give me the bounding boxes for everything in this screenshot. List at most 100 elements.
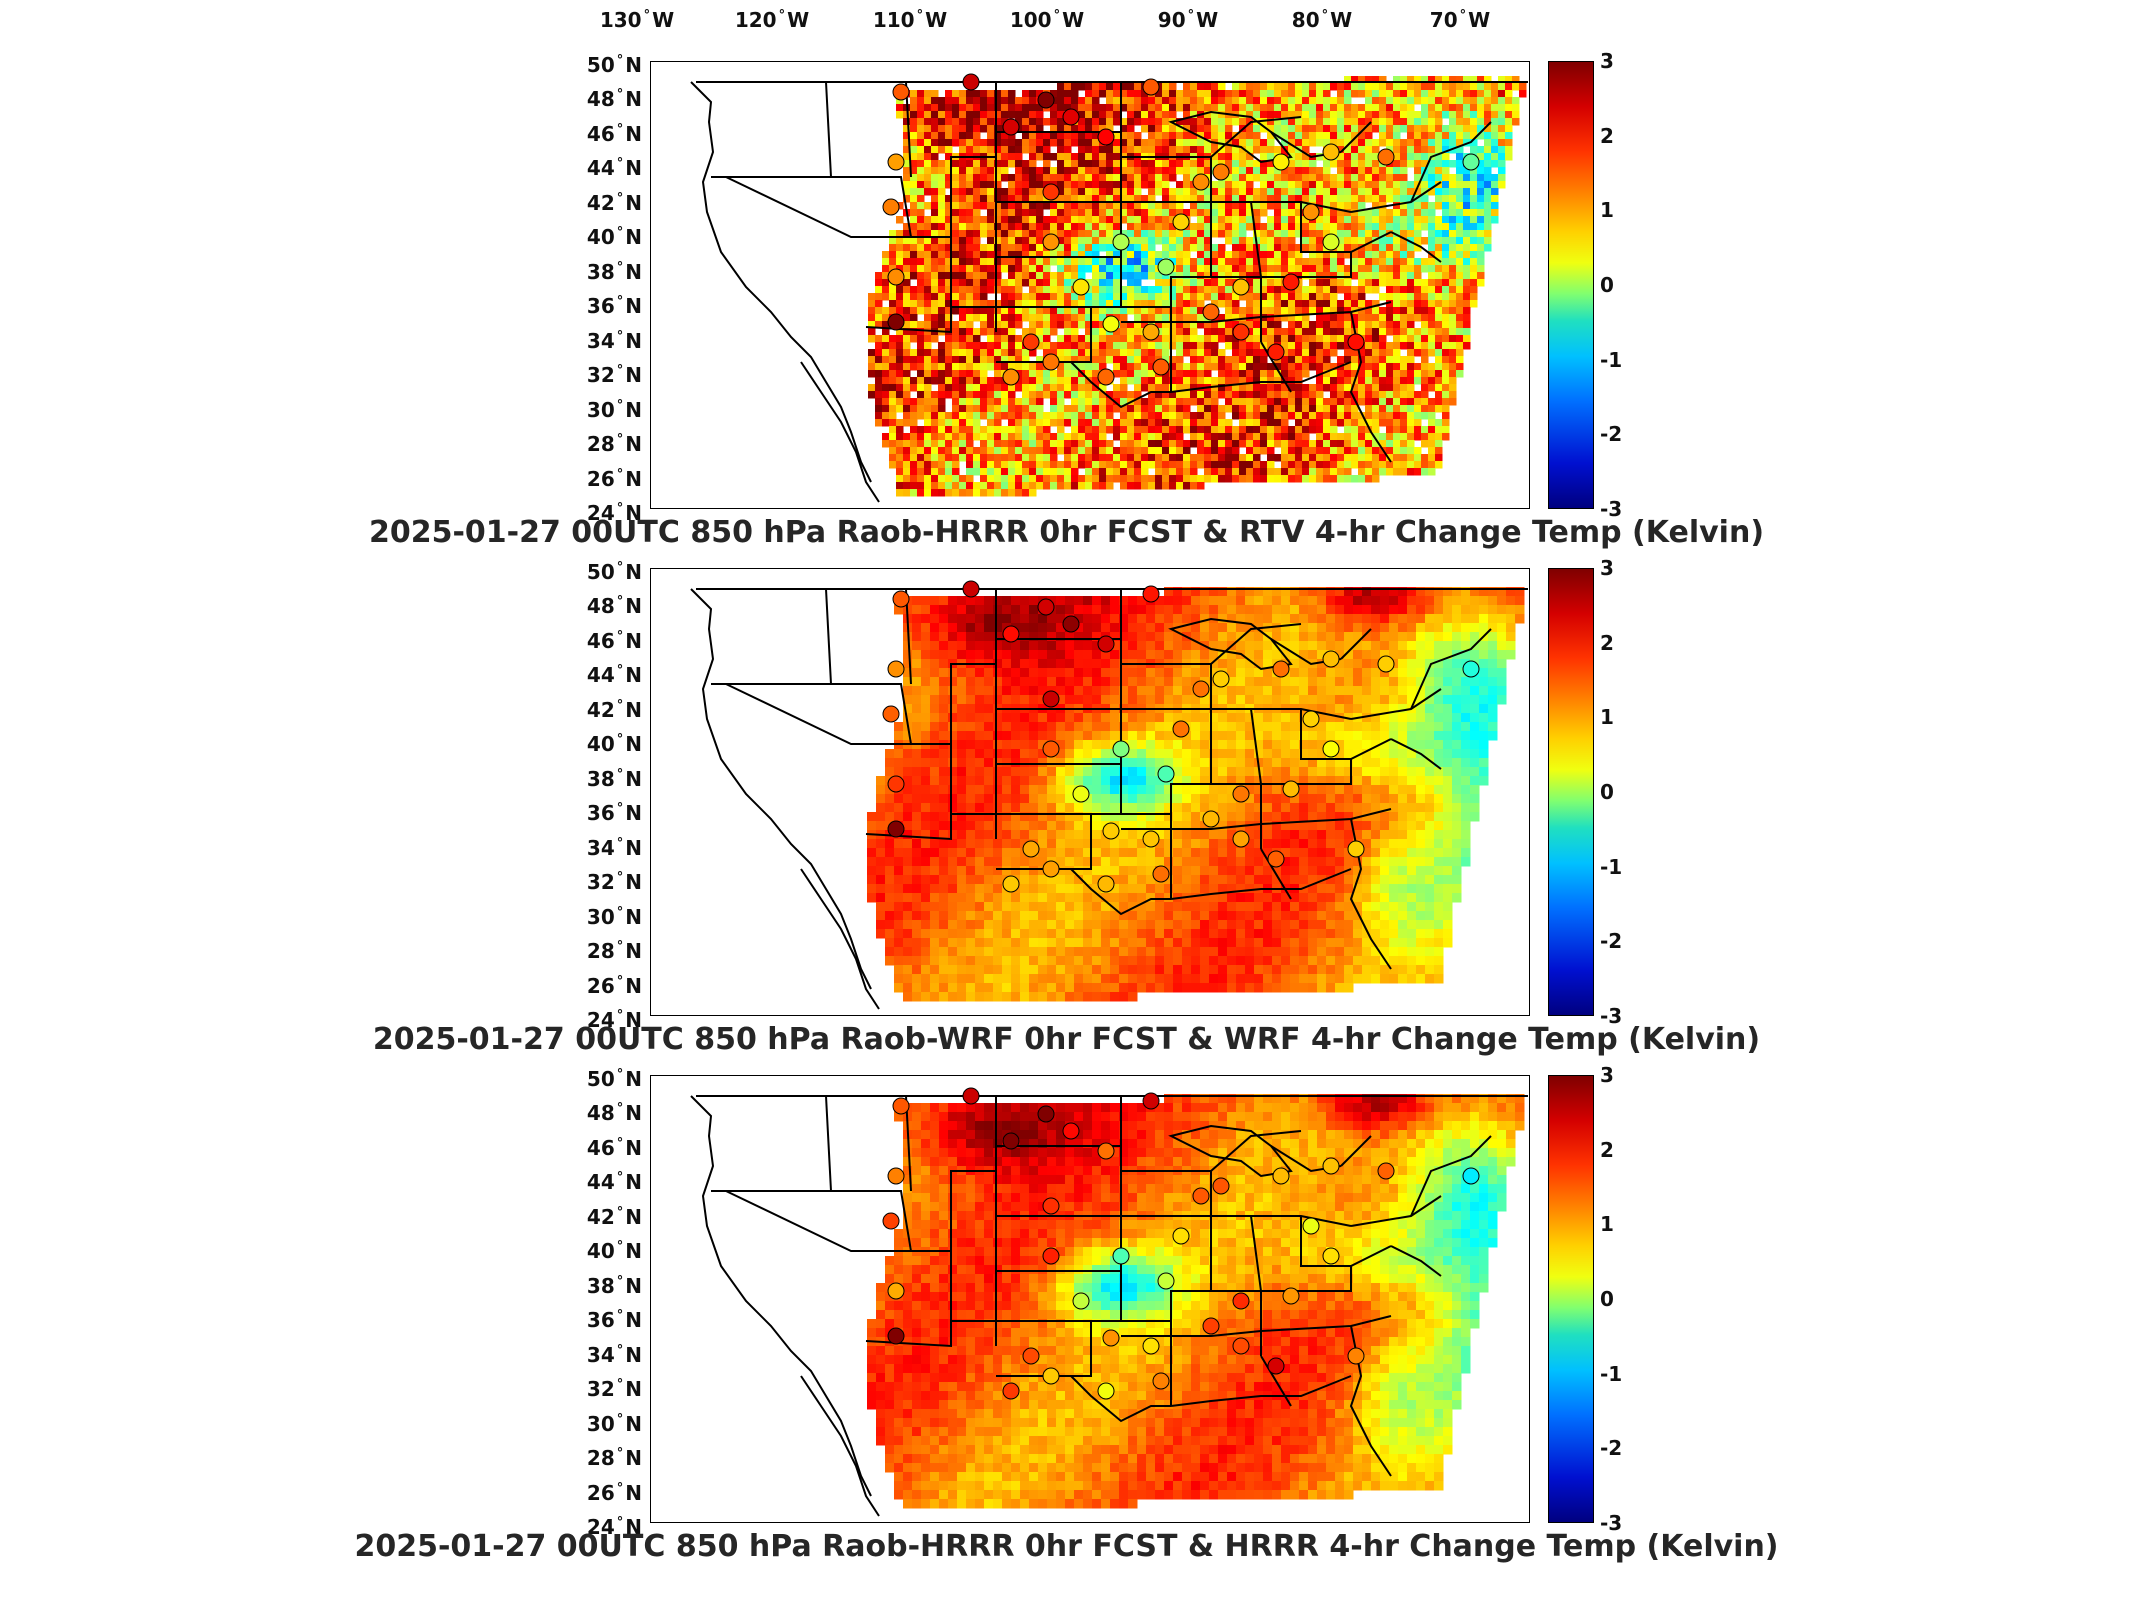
- raob-station-marker: [1282, 1287, 1300, 1305]
- colorbar: [1548, 1075, 1594, 1523]
- raob-station-marker: [1347, 840, 1365, 858]
- raob-station-marker: [1072, 1292, 1090, 1310]
- latitude-label: 34 ° N: [586, 835, 642, 860]
- map-frame: [650, 1075, 1530, 1523]
- colorbar-tick-label: -3: [1600, 1511, 1623, 1535]
- raob-station-marker: [1062, 108, 1080, 126]
- raob-station-marker: [1042, 860, 1060, 878]
- latitude-label: 28 ° N: [586, 432, 642, 457]
- colorbar-labels: 3 2 1 0 -1 -2 -3: [1600, 558, 1640, 1026]
- map-panel: 50 ° N 48 ° N 46 ° N 44 ° N 42 ° N 40 ° N 38 ° N 36 ° N 34 ° N 32 ° N…: [0, 1065, 2133, 1579]
- temperature-field: [867, 1094, 1525, 1509]
- latitude-label: 40 ° N: [586, 225, 642, 250]
- colorbar: [1548, 61, 1594, 509]
- raob-station-marker: [882, 705, 900, 723]
- raob-station-marker: [1322, 233, 1340, 251]
- raob-station-marker: [1062, 1122, 1080, 1140]
- temperature-map: [690, 73, 1528, 503]
- map-panel: 50 ° N 48 ° N 46 ° N 44 ° N 42 ° N 40 ° N 38 ° N 36 ° N 34 ° N 32 ° N…: [0, 51, 2133, 565]
- raob-station-marker: [1322, 740, 1340, 758]
- latitude-label: 36 ° N: [586, 294, 642, 319]
- panel-title: 2025-01-27 00UTC 850 hPa Raob-WRF 0hr FC…: [372, 1022, 1761, 1057]
- colorbar-tick-label: -2: [1600, 422, 1623, 447]
- latitude-label: 44 ° N: [586, 156, 642, 181]
- raob-station-marker: [1042, 183, 1060, 201]
- raob-stations: [882, 1087, 1480, 1400]
- latitude-label: 38 ° N: [586, 259, 642, 284]
- colorbar-tick-label: 3: [1600, 49, 1614, 73]
- raob-station-marker: [1062, 615, 1080, 633]
- colorbar-labels: 3 2 1 0 -1 -2 -3: [1600, 51, 1640, 519]
- colorbar-tick-label: -1: [1600, 347, 1623, 372]
- raob-station-marker: [1152, 1372, 1170, 1390]
- latitude-label: 48 ° N: [586, 1101, 642, 1126]
- latitude-label: 48 ° N: [586, 594, 642, 619]
- colorbar-tick-label: 1: [1600, 1212, 1614, 1237]
- map-frame: [650, 61, 1530, 509]
- raob-station-marker: [1072, 785, 1090, 803]
- longitude-label: 90 ° W: [1157, 8, 1219, 32]
- raob-station-marker: [1172, 1227, 1190, 1245]
- colorbar-tick-label: 2: [1600, 630, 1614, 655]
- raob-station-marker: [1037, 1105, 1055, 1123]
- raob-station-marker: [1302, 203, 1320, 221]
- raob-station-marker: [1042, 1367, 1060, 1385]
- latitude-label: 50 ° N: [586, 1067, 642, 1091]
- colorbar-tick-label: 3: [1600, 1063, 1614, 1087]
- latitude-label: 46 ° N: [586, 121, 642, 146]
- raob-station-marker: [962, 1087, 980, 1105]
- raob-station-marker: [1002, 1132, 1020, 1150]
- raob-station-marker: [1042, 1247, 1060, 1265]
- temperature-map: [690, 1087, 1528, 1517]
- colorbar-tick-label: 1: [1600, 705, 1614, 730]
- raob-station-marker: [1002, 625, 1020, 643]
- raob-station-marker: [1272, 1167, 1290, 1185]
- raob-station-marker: [1157, 258, 1175, 276]
- temperature-field: [867, 587, 1525, 1002]
- raob-station-marker: [1102, 315, 1120, 333]
- longitude-label: 130 ° W: [599, 8, 675, 32]
- raob-station-marker: [887, 1327, 905, 1345]
- colorbar-tick-label: 0: [1600, 780, 1614, 804]
- raob-station-marker: [1042, 353, 1060, 371]
- state-boundaries: [690, 1095, 1528, 1517]
- raob-station-marker: [1172, 720, 1190, 738]
- raob-station-marker: [1152, 358, 1170, 376]
- latitude-axis: 50 ° N 48 ° N 46 ° N 44 ° N 42 ° N 40 ° N 38 ° N 36 ° N 34 ° N 32 ° N…: [570, 1067, 642, 1537]
- panel-title: 2025-01-27 00UTC 850 hPa Raob-HRRR 0hr F…: [354, 1529, 1779, 1564]
- raob-station-marker: [887, 153, 905, 171]
- latitude-label: 26 ° N: [586, 973, 642, 998]
- latitude-label: 48 ° N: [586, 87, 642, 112]
- colorbar-tick-label: 0: [1600, 273, 1614, 297]
- latitude-label: 26 ° N: [586, 1480, 642, 1505]
- raob-station-marker: [1142, 585, 1160, 603]
- latitude-label: 36 ° N: [586, 1308, 642, 1333]
- longitude-axis: 130 ° W 120 ° W 110 ° W 100 ° W 90 ° W 80 ° W 70 ° W: [0, 0, 2133, 50]
- raob-station-marker: [1002, 1382, 1020, 1400]
- raob-station-marker: [1212, 670, 1230, 688]
- colorbar-tick-label: -3: [1600, 1004, 1623, 1028]
- raob-station-marker: [887, 268, 905, 286]
- raob-station-marker: [1462, 1167, 1480, 1185]
- raob-station-marker: [1272, 660, 1290, 678]
- raob-station-marker: [1232, 323, 1250, 341]
- latitude-label: 38 ° N: [586, 1273, 642, 1298]
- map-panel: 50 ° N 48 ° N 46 ° N 44 ° N 42 ° N 40 ° N 38 ° N 36 ° N 34 ° N 32 ° N…: [0, 558, 2133, 1072]
- raob-station-marker: [1202, 810, 1220, 828]
- raob-station-marker: [1212, 163, 1230, 181]
- raob-station-marker: [1142, 830, 1160, 848]
- colorbar-tick-label: 2: [1600, 1137, 1614, 1162]
- latitude-label: 32 ° N: [586, 1377, 642, 1402]
- raob-station-marker: [1212, 1177, 1230, 1195]
- raob-station-marker: [1272, 153, 1290, 171]
- raob-station-marker: [1377, 1162, 1395, 1180]
- longitude-label: 110 ° W: [872, 8, 948, 32]
- raob-station-marker: [1267, 343, 1285, 361]
- raob-station-marker: [1097, 128, 1115, 146]
- raob-station-marker: [882, 198, 900, 216]
- raob-station-marker: [887, 660, 905, 678]
- latitude-label: 46 ° N: [586, 628, 642, 653]
- latitude-label: 42 ° N: [586, 190, 642, 215]
- latitude-axis: 50 ° N 48 ° N 46 ° N 44 ° N 42 ° N 40 ° N 38 ° N 36 ° N 34 ° N 32 ° N…: [570, 560, 642, 1030]
